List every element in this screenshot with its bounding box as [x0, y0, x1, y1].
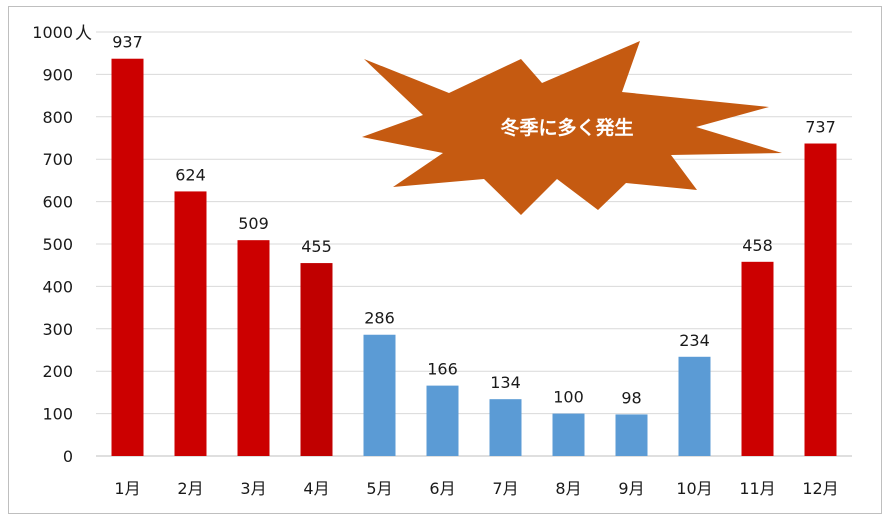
y-axis-unit-label: 人: [75, 24, 92, 44]
data-label: 98: [621, 388, 641, 407]
winter-callout-burst: 冬季に多く発生: [362, 41, 782, 215]
bar-4月: [300, 263, 333, 456]
data-label: 509: [238, 214, 269, 233]
y-tick-label: 500: [42, 235, 73, 254]
data-label: 100: [553, 388, 584, 407]
x-tick-label: 8月: [555, 479, 581, 498]
y-tick-label: 900: [42, 65, 73, 84]
bar-12月: [804, 143, 837, 456]
explosion-shape: [362, 41, 782, 215]
x-tick-label: 1月: [114, 479, 140, 498]
bar-3月: [237, 240, 270, 456]
callout-text: 冬季に多く発生: [500, 116, 633, 139]
x-tick-label: 3月: [240, 479, 266, 498]
bar-9月: [615, 414, 648, 456]
bar-2月: [174, 191, 207, 456]
x-tick-label: 10月: [676, 479, 712, 498]
data-label: 455: [301, 237, 332, 256]
y-tick-label: 100: [42, 405, 73, 424]
data-label: 737: [805, 118, 836, 137]
x-tick-label: 12月: [802, 479, 838, 498]
bar-5月: [363, 334, 396, 456]
y-tick-label: 800: [42, 108, 73, 127]
x-axis-ticks: 1月 2月 3月 4月 5月 6月 7月 8月 9月 10月 11月 12月: [114, 479, 838, 498]
x-tick-label: 2月: [177, 479, 203, 498]
y-tick-label: 0: [63, 447, 73, 466]
y-tick-label: 400: [42, 277, 73, 296]
bars: [111, 58, 837, 456]
data-label: 166: [427, 360, 458, 379]
data-label: 234: [679, 331, 710, 350]
x-tick-label: 4月: [303, 479, 329, 498]
bar-6月: [426, 385, 459, 456]
y-tick-label: 200: [42, 362, 73, 381]
y-axis-ticks: 0 100 200 300 400 500 600 700 800 900 1000: [32, 23, 73, 466]
data-label: 937: [112, 33, 143, 52]
bar-7月: [489, 399, 522, 456]
y-tick-label: 600: [42, 193, 73, 212]
x-tick-label: 6月: [429, 479, 455, 498]
data-label: 458: [742, 236, 773, 255]
chart-frame: 0 100 200 300 400 500 600 700 800 900 1000 937 624 5…: [8, 6, 882, 514]
x-tick-label: 9月: [618, 479, 644, 498]
y-tick-label: 700: [42, 150, 73, 169]
data-label: 624: [175, 165, 206, 184]
y-tick-label: 300: [42, 320, 73, 339]
bar-chart: 0 100 200 300 400 500 600 700 800 900 1000 937 624 5…: [32, 23, 852, 498]
data-label: 134: [490, 373, 521, 392]
bar-1月: [111, 58, 144, 456]
data-label: 286: [364, 309, 395, 328]
x-tick-label: 7月: [492, 479, 518, 498]
x-tick-label: 11月: [739, 479, 775, 498]
x-tick-label: 5月: [366, 479, 392, 498]
bar-10月: [678, 356, 711, 456]
y-tick-label: 1000: [32, 23, 73, 42]
data-labels: 937 624 509 455 286 166 134 100 98 234 458 737: [112, 33, 836, 408]
bar-8月: [552, 413, 585, 456]
bar-11月: [741, 261, 774, 456]
